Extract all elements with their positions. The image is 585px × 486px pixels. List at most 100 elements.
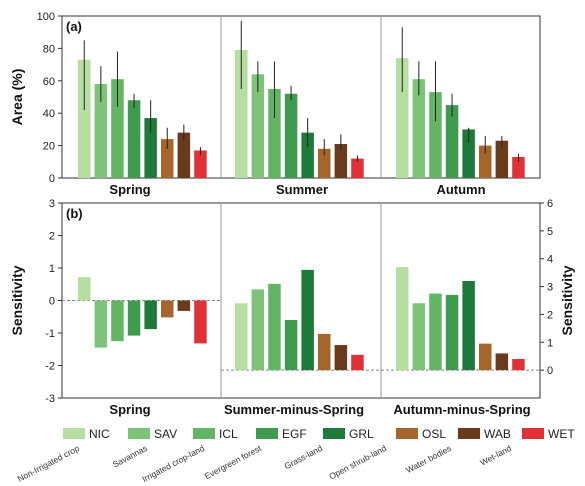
bar-WET xyxy=(351,158,364,178)
sens-bar-GRL xyxy=(144,300,157,330)
bar-SAV xyxy=(412,79,426,178)
panel-b-label: (b) xyxy=(66,206,83,221)
sens-bar-WAB xyxy=(334,345,348,371)
panel-b-left-ytick-label: -1 xyxy=(45,328,55,340)
bar-SAV xyxy=(251,74,265,178)
sens-bar-OSL xyxy=(479,343,492,371)
legend-swatch-ICL xyxy=(193,428,215,439)
panel-b-left-ytick-label: -2 xyxy=(45,361,55,373)
legend-name: Grass-land xyxy=(283,443,325,471)
bar-OSL xyxy=(318,148,331,178)
panel-b-right-ytick-label: 6 xyxy=(547,198,553,210)
panel-a-ytick-label: 100 xyxy=(37,11,55,23)
bar-WAB xyxy=(334,143,348,178)
legend-swatch-SAV xyxy=(128,428,150,439)
sens-bar-ICL xyxy=(111,300,124,342)
panel-b-right-ytick-label: 2 xyxy=(547,309,553,321)
panel-b-left-ytick-label: 0 xyxy=(49,296,55,308)
sens-bar-OSL xyxy=(318,333,331,371)
sens-bar-WAB xyxy=(495,353,509,371)
bar-WAB xyxy=(495,140,509,178)
panel-b-left-ytick-label: 3 xyxy=(49,198,55,210)
sens-bar-WET xyxy=(351,354,364,371)
legend-label-GRL: GRL xyxy=(349,427,374,441)
legend-label-EGF: EGF xyxy=(282,427,307,441)
panel-b-right-ytick-label: 1 xyxy=(547,337,553,349)
bar-OSL xyxy=(479,145,492,178)
legend-swatch-WAB xyxy=(458,428,480,439)
legend-swatch-EGF xyxy=(256,428,278,439)
legend-name: Irrigated crop-land xyxy=(140,443,206,484)
bar-SAV xyxy=(94,84,108,178)
panel-a-group-label: Summer xyxy=(276,182,328,197)
sens-bar-EGF xyxy=(127,300,141,336)
legend-swatch-OSL xyxy=(396,428,418,439)
panel-b-right-ytick-label: 5 xyxy=(547,226,553,238)
panel-a-ytick-label: 0 xyxy=(49,173,55,185)
panel-b-left-ytick-label: -3 xyxy=(45,393,55,405)
panel-b-right-ylabel: Sensitivity xyxy=(559,265,575,335)
legend-label-WET: WET xyxy=(548,427,575,441)
bar-WET xyxy=(194,150,207,178)
sens-bar-ICL xyxy=(268,283,281,371)
sens-bar-GRL xyxy=(301,269,314,371)
legend-swatch-NIC xyxy=(63,428,85,439)
panel-b-right-ytick-label: 3 xyxy=(547,282,553,294)
panel-b-left-ytick-label: 1 xyxy=(49,263,55,275)
sens-bar-WET xyxy=(194,300,207,344)
sens-bar-NIC xyxy=(396,267,409,371)
legend-name: Open shrub-land xyxy=(327,443,388,482)
sens-bar-EGF xyxy=(445,294,459,371)
bar-GRL xyxy=(462,129,475,178)
sens-bar-WET xyxy=(512,359,525,371)
panel-a-ylabel: Area (%) xyxy=(9,69,25,126)
bar-WET xyxy=(512,156,525,178)
legend-label-ICL: ICL xyxy=(219,427,238,441)
sens-bar-SAV xyxy=(94,300,108,348)
panel-a-group-label: Autumn xyxy=(436,182,485,197)
sens-bar-EGF xyxy=(284,320,298,371)
bar-NIC xyxy=(396,58,409,179)
panel-b-right-ytick-label: 0 xyxy=(547,365,553,377)
sens-bar-SAV xyxy=(412,303,426,371)
bar-GRL xyxy=(144,118,157,178)
legend-label-SAV: SAV xyxy=(154,427,177,441)
bar-NIC xyxy=(78,59,91,178)
legend-name: Savannas xyxy=(111,443,149,470)
legend-name: Non-Irrigated crop xyxy=(16,443,81,484)
bar-EGF xyxy=(445,105,459,178)
legend-swatch-GRL xyxy=(323,428,345,439)
sens-bar-ICL xyxy=(429,293,442,371)
legend-swatch-WET xyxy=(522,428,544,439)
panel-b-left-ytick-label: 2 xyxy=(49,231,55,243)
panel-a-ytick-label: 40 xyxy=(43,108,55,120)
bar-ICL xyxy=(429,92,442,178)
bar-ICL xyxy=(268,88,281,178)
sens-bar-GRL xyxy=(462,281,475,371)
bar-NIC xyxy=(235,50,248,178)
sens-bar-NIC xyxy=(78,277,91,301)
bar-OSL xyxy=(161,139,174,178)
panel-b-group-label: Spring xyxy=(109,402,150,417)
sens-bar-WAB xyxy=(177,300,191,311)
bar-ICL xyxy=(111,79,124,178)
panel-b-left-ylabel: Sensitivity xyxy=(9,265,25,335)
legend-label-OSL: OSL xyxy=(422,427,446,441)
sens-bar-OSL xyxy=(161,300,174,318)
sens-bar-NIC xyxy=(235,303,248,371)
legend-name: Wet-land xyxy=(478,443,513,468)
panel-a-ytick-label: 60 xyxy=(43,76,55,88)
panel-b-group-label: Summer-minus-Spring xyxy=(224,402,364,417)
panel-b-group-label: Autumn-minus-Spring xyxy=(393,402,530,417)
panel-a-label: (a) xyxy=(66,19,82,34)
legend-label-NIC: NIC xyxy=(89,427,110,441)
bar-GRL xyxy=(301,132,314,178)
panel-a-group-label: Spring xyxy=(109,182,150,197)
panel-b-right-ytick-label: 4 xyxy=(547,254,553,266)
legend-label-WAB: WAB xyxy=(484,427,511,441)
bar-WAB xyxy=(177,132,191,178)
sens-bar-SAV xyxy=(251,289,265,371)
bar-EGF xyxy=(127,100,141,178)
panel-a-ytick-label: 20 xyxy=(43,141,55,153)
